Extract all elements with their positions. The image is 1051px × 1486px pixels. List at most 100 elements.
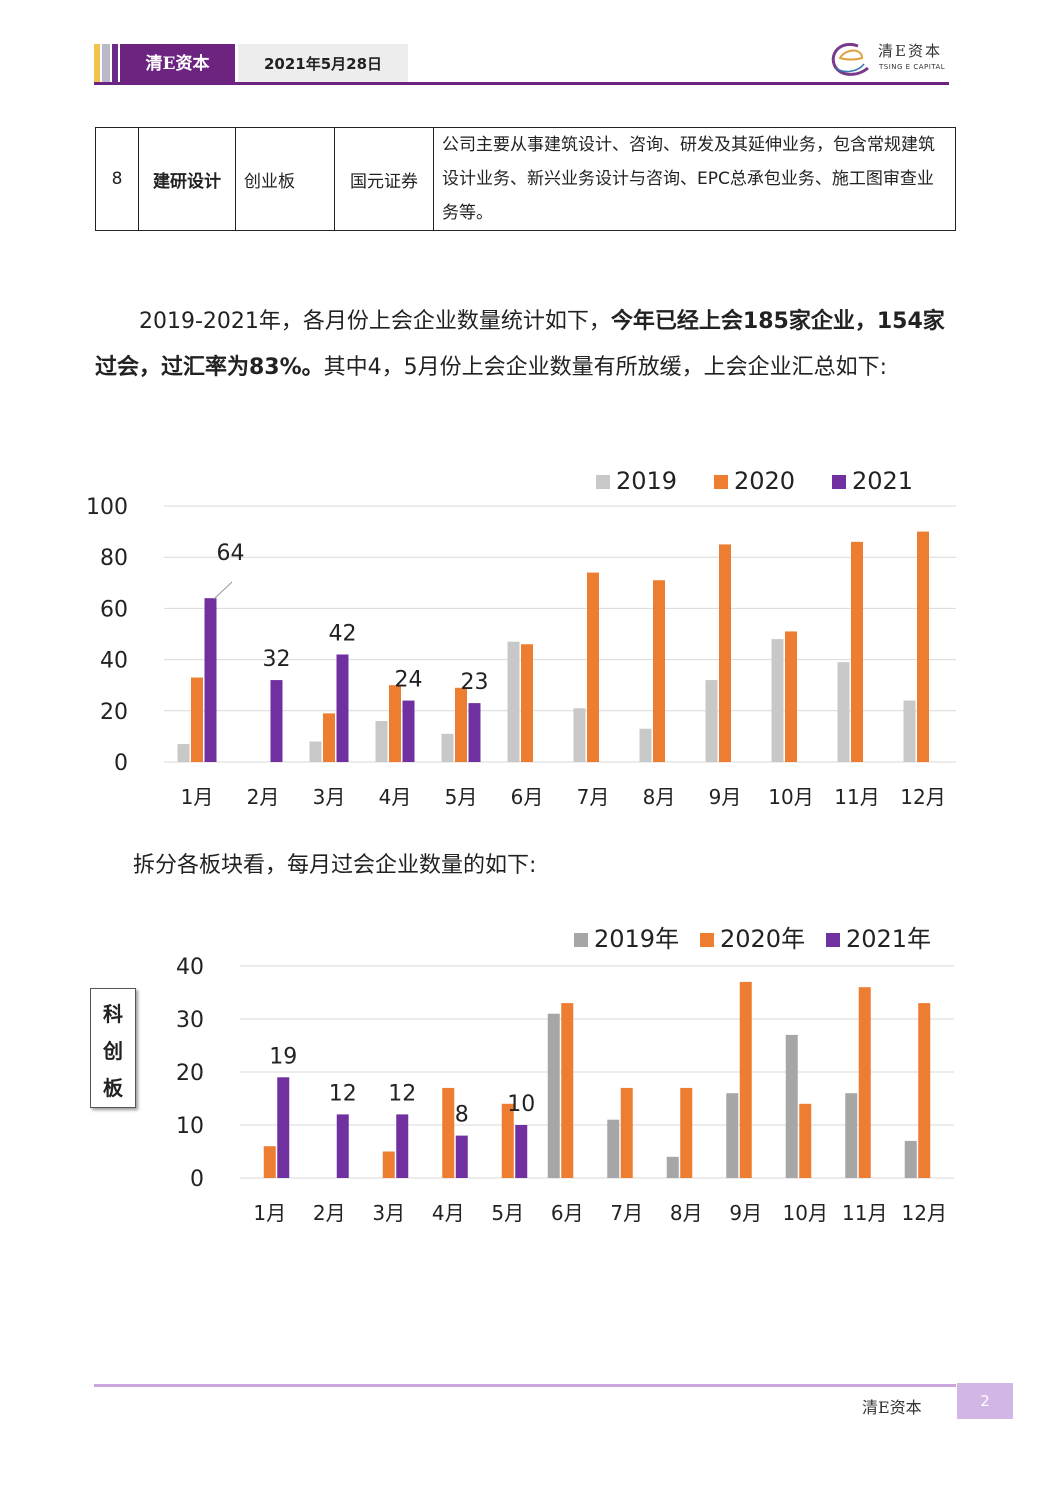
x-tick-label: 6月 — [511, 785, 544, 809]
bar-2019 — [705, 680, 718, 762]
y-tick-label: 0 — [190, 1167, 204, 1192]
legend-swatch — [714, 475, 728, 489]
legend-label: 2019 — [616, 467, 677, 495]
y-tick-label: 20 — [176, 1061, 204, 1086]
x-tick-label: 2月 — [247, 785, 280, 809]
bar-2020 — [719, 544, 731, 762]
table-cell-desc: 公司主要从事建筑设计、咨询、研发及其延伸业务，包含常规建筑设计业务、新兴业务设计… — [433, 127, 956, 231]
y-tick-label: 40 — [100, 649, 128, 674]
bar-2019年 — [666, 1156, 679, 1178]
bar-2019 — [507, 641, 520, 762]
y-tick-label: 0 — [114, 751, 128, 776]
bar-2020 — [389, 685, 401, 762]
page-number: 2 — [957, 1383, 1013, 1419]
bar-2020年 — [739, 981, 752, 1178]
y-tick-label: 20 — [100, 700, 128, 725]
data-label: 64 — [217, 541, 245, 566]
bar-2019年 — [726, 1093, 739, 1178]
bar-2019 — [837, 662, 850, 762]
data-label: 10 — [507, 1092, 535, 1117]
x-tick-label: 12月 — [902, 1201, 947, 1225]
star-market-label: 科 创 板 — [90, 988, 136, 1108]
bar-2019 — [771, 639, 784, 762]
bar-2020年 — [799, 1103, 812, 1178]
bar-2020 — [587, 572, 599, 762]
legend-label: 2019年 — [594, 925, 679, 953]
x-tick-label: 9月 — [729, 1201, 762, 1225]
bar-2021 — [336, 654, 349, 762]
data-label: 24 — [395, 668, 423, 693]
y-tick-label: 80 — [100, 546, 128, 571]
x-tick-label: 1月 — [253, 1201, 286, 1225]
x-tick-label: 11月 — [834, 785, 879, 809]
x-tick-label: 10月 — [783, 1201, 828, 1225]
bar-2020年 — [858, 987, 871, 1178]
bar-2021年 — [396, 1114, 409, 1178]
bar-2020年 — [263, 1146, 276, 1178]
bar-2021 — [204, 598, 217, 762]
board-split-text: 拆分各板块看，每月过会企业数量的如下: — [133, 853, 537, 878]
bar-2021 — [468, 703, 481, 762]
legend-swatch — [596, 475, 610, 489]
logo-english-text: TSING E CAPITAL — [879, 63, 946, 71]
x-tick-label: 10月 — [768, 785, 813, 809]
bar-2019年 — [845, 1093, 858, 1178]
company-table: 8 建研设计 创业板 国元证券 公司主要从事建筑设计、咨询、研发及其延伸业务，包… — [95, 127, 956, 231]
bar-2021 — [270, 680, 283, 762]
footer-rule — [94, 1384, 956, 1387]
header-brand: 清E资本 — [120, 44, 235, 84]
chart-monthly-meetings: 0 20 40 60 80 100 1月 2月 3月 4月 5月 6月 7月 8月 9月 10月 11月 12月 6… — [86, 467, 956, 809]
x-tick-label: 9月 — [709, 785, 742, 809]
bar-2019 — [639, 728, 652, 762]
bar-2021年 — [336, 1114, 349, 1178]
legend-label: 2020年 — [720, 925, 805, 953]
bar-2020 — [191, 677, 203, 762]
summary-bold: 今年已经上会185家企业，154家过会，过汇率为83%。 — [95, 309, 945, 380]
brand-logo-icon — [831, 43, 869, 76]
legend-label: 2021 — [852, 467, 913, 495]
summary-lead: 2019-2021年，各月份上会企业数量统计如下， — [139, 309, 611, 334]
bar-2020 — [653, 580, 665, 762]
data-label: 42 — [329, 621, 357, 646]
data-label: 12 — [388, 1081, 416, 1106]
bar-2020年 — [918, 1003, 931, 1178]
bar-2020 — [917, 531, 929, 762]
bar-2019 — [309, 741, 322, 762]
y-tick-label: 30 — [176, 1008, 204, 1033]
x-tick-label: 2月 — [313, 1201, 346, 1225]
table-row: 8 建研设计 创业板 国元证券 公司主要从事建筑设计、咨询、研发及其延伸业务，包… — [95, 127, 956, 231]
legend-swatch — [700, 933, 714, 947]
y-tick-label: 60 — [100, 597, 128, 622]
bar-2020年 — [561, 1003, 574, 1178]
footer-brand: 清E资本 — [862, 1398, 922, 1417]
legend-label: 2020 — [734, 467, 795, 495]
x-tick-label: 8月 — [670, 1201, 703, 1225]
header-accent-grey — [102, 44, 110, 84]
summary-tail: 其中4，5月份上会企业数量有所放缓，上会企业汇总如下: — [323, 355, 888, 380]
table-cell-name: 建研设计 — [138, 127, 236, 231]
x-tick-label: 5月 — [445, 785, 478, 809]
table-cell-broker: 国元证券 — [334, 127, 434, 231]
x-tick-label: 4月 — [432, 1201, 465, 1225]
y-tick-label: 100 — [86, 495, 128, 520]
bar-2019年 — [607, 1119, 620, 1178]
x-tick-label: 3月 — [313, 785, 346, 809]
board-split-paragraph: 拆分各板块看，每月过会企业数量的如下: — [95, 843, 955, 889]
legend-swatch — [832, 475, 846, 489]
data-label: 19 — [269, 1044, 297, 1069]
bar-2020年 — [620, 1087, 633, 1178]
header-date: 2021年5月28日 — [238, 44, 408, 84]
bar-2021年 — [277, 1077, 290, 1178]
bar-2019 — [441, 733, 454, 762]
x-tick-label: 5月 — [491, 1201, 524, 1225]
bar-2020 — [455, 687, 467, 762]
bar-2020年 — [501, 1103, 514, 1178]
chart-star-market-approvals: 0 10 20 30 40 1月 2月 3月 4月 5月 6月 7月 8月 9月 10月 11月 12月 19 12… — [176, 925, 954, 1225]
bar-2021 — [402, 700, 415, 762]
bar-2021年 — [515, 1125, 528, 1178]
bar-2020年 — [382, 1151, 395, 1178]
bar-2020年 — [680, 1087, 693, 1178]
x-tick-label: 7月 — [577, 785, 610, 809]
table-cell-num: 8 — [95, 127, 139, 231]
data-label: 8 — [455, 1103, 469, 1128]
